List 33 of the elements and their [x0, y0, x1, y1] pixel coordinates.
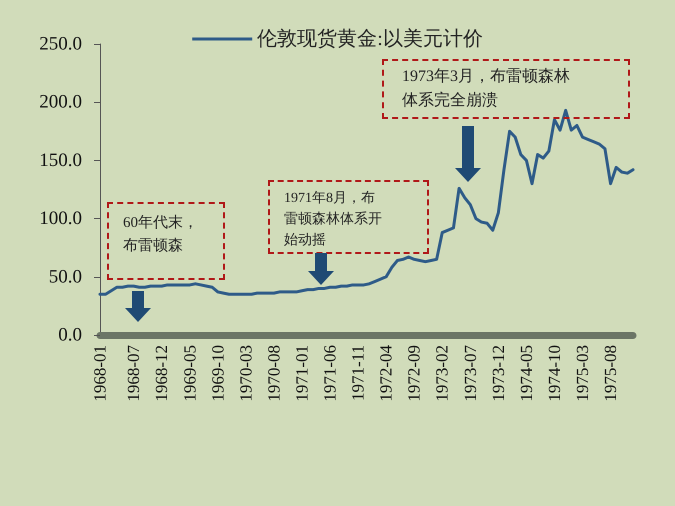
legend-label: 伦敦现货黄金:以美元计价 — [257, 27, 483, 50]
x-tick-label: 1971-11 — [348, 345, 368, 402]
x-tick-label: 1975-03 — [573, 345, 592, 402]
x-tick-label: 1971-06 — [320, 345, 340, 402]
annotation: 1971年8月，布雷顿森林体系开始动摇 — [284, 190, 383, 250]
y-tick-label: 200.0 — [39, 92, 82, 113]
line-series — [98, 108, 634, 296]
x-tick-label: 1973-02 — [432, 345, 452, 402]
y-tick-label: 100.0 — [39, 208, 82, 230]
x-tick-label: 1970-03 — [236, 345, 256, 402]
x-tick-label: 1968-07 — [124, 344, 144, 402]
y-tick-label: 150.0 — [39, 150, 82, 171]
x-tick-label: 1971-01 — [292, 345, 312, 402]
x-tick-label: 1973-07 — [460, 344, 480, 402]
x-tick-label: 1968-12 — [152, 345, 172, 402]
annotation: 60年代末，布雷顿森 — [123, 214, 199, 256]
dashed-callout-box: 1973年3月，布雷顿森林体系完全崩溃 — [382, 59, 630, 119]
y-tick-label: 0.0 — [58, 324, 82, 346]
x-tick-label: 1972-09 — [404, 345, 424, 402]
x-tick-label: 1975-08 — [601, 345, 620, 402]
x-tick-label: 1968-01 — [90, 345, 110, 402]
dashed-callout-box: 60年代末，布雷顿森 — [107, 202, 225, 280]
x-tick-label: 1969-05 — [180, 345, 200, 402]
x-tick-label: 1972-04 — [376, 344, 396, 402]
annotation: 1973年3月，布雷顿森林体系完全崩溃 — [402, 66, 571, 111]
y-tick-label: 250.0 — [39, 34, 82, 54]
dashed-callout-box: 1971年8月，布雷顿森林体系开始动摇 — [268, 180, 429, 254]
x-tick-label: 1969-10 — [208, 345, 228, 402]
x-tick-label: 1974-05 — [516, 345, 536, 402]
x-tick-label: 1973-12 — [488, 345, 508, 402]
x-tick-label: 1974-10 — [544, 345, 564, 402]
x-tick-label: 1970-08 — [264, 345, 284, 402]
y-tick-label: 50.0 — [48, 266, 82, 288]
